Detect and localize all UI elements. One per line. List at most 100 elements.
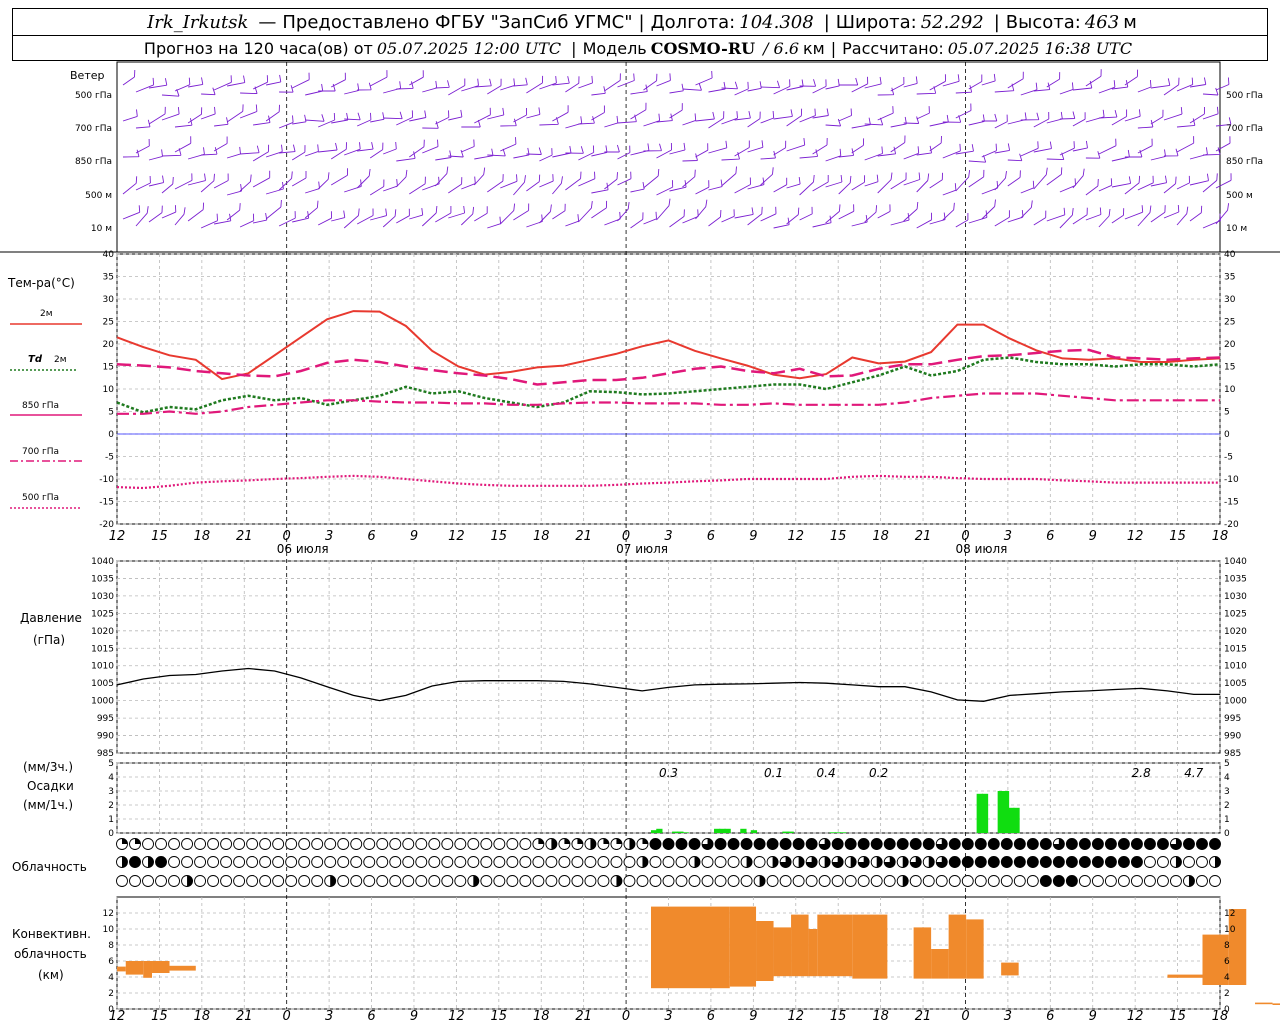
time-tick-bottom: 15 (151, 1009, 168, 1024)
pressure-line (116, 667, 1220, 702)
cloud-cover-circle (259, 875, 272, 887)
cloud-cover-circle (818, 875, 831, 887)
wind-barb (513, 107, 528, 123)
wind-barb (747, 140, 764, 153)
cloud-cover-circle (727, 875, 740, 887)
wind-barb (643, 113, 661, 127)
calc-time: 05.07.2025 16:38 UTC (947, 38, 1133, 58)
conv-ytick-right: 12 (1224, 909, 1235, 919)
wind-barb (708, 111, 725, 129)
wind-barb (370, 208, 388, 221)
cloud-cover-circle (1143, 875, 1156, 887)
wind-barb (799, 149, 819, 159)
precip-ytick-left: 2 (108, 801, 114, 811)
cloud-cover-circle (194, 838, 207, 850)
wind-barb (1072, 168, 1085, 189)
wind-barb (916, 86, 937, 95)
cloud-cover-circle (480, 856, 493, 868)
cloud-cover-circle (1078, 875, 1091, 887)
pressure-ytick-right: 1015 (1224, 644, 1247, 654)
wind-barb (1033, 141, 1052, 153)
time-tick-bottom: 3 (325, 1009, 333, 1024)
wind-barb (552, 145, 572, 158)
midnight-lines (286, 62, 966, 1009)
cloud-cover-fill (702, 838, 714, 850)
wind-barb (461, 78, 479, 92)
pressure-ytick-left: 1035 (91, 574, 114, 584)
cloud-cover-circle (454, 856, 467, 868)
precip-bar (782, 831, 789, 833)
forecast-time: 05.07.2025 12:00 UTC (376, 38, 562, 58)
wind-barb (395, 169, 408, 188)
wind-barb (292, 114, 307, 125)
cloud-cover-fill (1118, 838, 1130, 850)
precip-3h-label: 0.2 (869, 766, 888, 780)
cloud-cover-circle (337, 856, 350, 868)
cloud-cover-fill (772, 856, 779, 868)
wind-barb (201, 87, 216, 96)
cloud-cover-circle (155, 838, 167, 850)
precip-bar (976, 793, 983, 833)
time-tick-mid: 12 (109, 529, 126, 544)
wind-barb (1072, 80, 1093, 91)
time-tick-mid: 0 (283, 529, 291, 544)
wind-barb (448, 205, 466, 219)
precip-bar (682, 832, 689, 833)
wind-barb (1189, 205, 1203, 222)
wind-level-10m-right: 10 м (1226, 224, 1247, 234)
conv-title-1: Конвективн. (12, 927, 91, 941)
wind-barb (291, 171, 307, 187)
precip-bar (829, 832, 836, 833)
time-tick-mid: 21 (575, 529, 592, 544)
cloud-cover-circle (246, 838, 259, 850)
wind-barb (1085, 151, 1101, 159)
precip-ytick-right: 2 (1224, 801, 1230, 811)
wind-barb (1098, 208, 1111, 228)
cloud-cover-fill (850, 856, 857, 868)
wind-barb (174, 77, 191, 92)
wind-barb (435, 80, 450, 89)
wind-barb (799, 79, 817, 87)
wind-barb (825, 174, 843, 188)
time-tick-mid: 6 (367, 529, 375, 544)
wind-barb (565, 146, 584, 154)
cloud-cover-fill (806, 838, 818, 850)
wind-barb (877, 106, 894, 121)
precip-bar (787, 831, 794, 833)
wind-barb (760, 80, 781, 89)
cloud-cover-circle (1026, 875, 1039, 887)
cloud-cover-circle (571, 856, 584, 868)
wind-barb (331, 210, 346, 222)
time-tick-mid: 18 (533, 529, 550, 544)
precip-ytick-left: 3 (108, 787, 114, 797)
cloud-cover-circle (532, 856, 545, 868)
cloud-cover-circle (935, 875, 948, 887)
wind-barb (942, 202, 955, 221)
cloud-cover-fill (616, 875, 622, 887)
cloud-cover-circle (415, 875, 428, 887)
wind-barb (1137, 205, 1152, 227)
wind-barb (187, 173, 206, 186)
time-tick-mid: 12 (448, 529, 465, 544)
cloud-cover-circle (1196, 856, 1208, 868)
wind-barb (669, 209, 685, 228)
cloud-cover-fill (988, 838, 1000, 850)
conv-cloud-bar (948, 914, 967, 979)
cloud-cover-circle (909, 875, 922, 887)
cloud-cover-circle (584, 856, 597, 868)
wind-barb (864, 146, 883, 161)
wind-barb (903, 146, 920, 160)
wind-barb (669, 180, 687, 192)
wind-barb (382, 209, 397, 228)
cloud-cover-circle (298, 838, 311, 850)
wind-barb (981, 180, 999, 195)
cloud-cover-circle (1013, 875, 1026, 887)
wind-barb (851, 76, 869, 93)
cloud-cover-circle (350, 875, 363, 887)
wind-barb (305, 114, 325, 122)
temp-ytick-right: 20 (1224, 340, 1236, 350)
wind-barb (1085, 178, 1099, 196)
wind-barb (1072, 207, 1088, 225)
wind-barb (812, 215, 832, 228)
cloud-cover-fill (155, 856, 167, 868)
